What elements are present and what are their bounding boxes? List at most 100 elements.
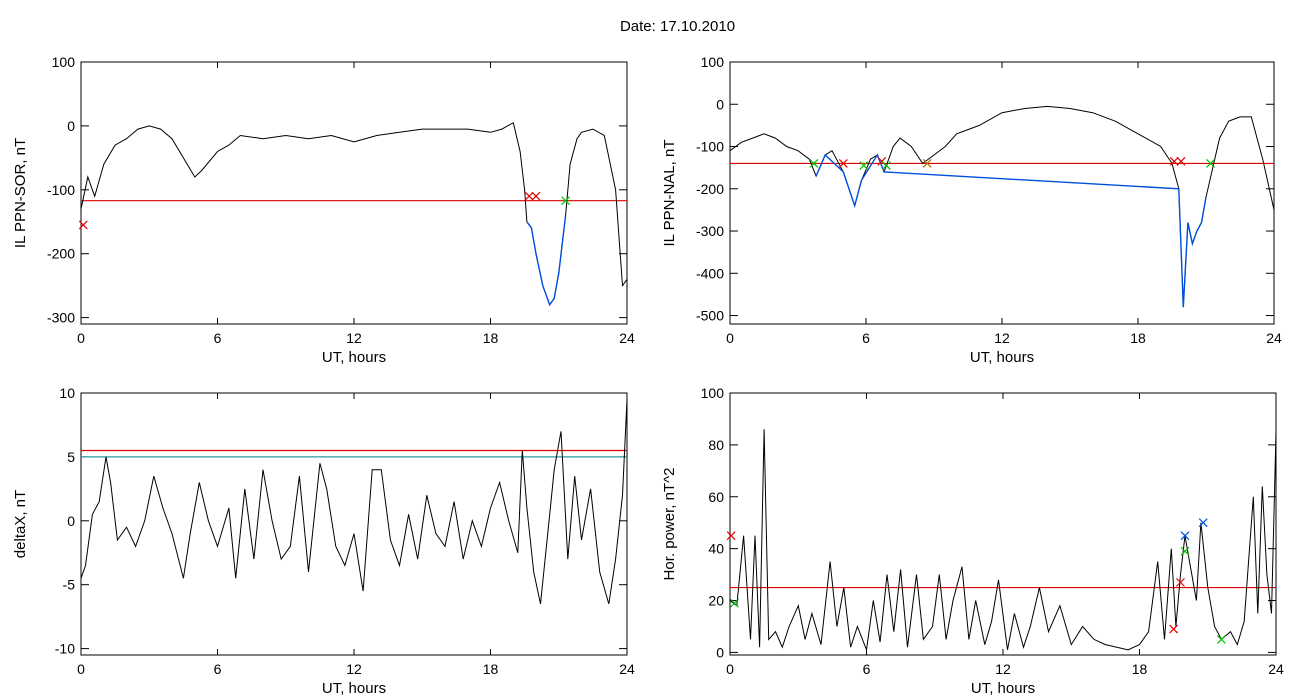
cross-marker-stroke — [1180, 531, 1190, 541]
x-tick-label: 6 — [862, 330, 870, 346]
cross-marker — [1169, 624, 1179, 634]
data-series-line — [729, 105, 1275, 308]
x-axis-label: UT, hours — [970, 349, 1034, 366]
x-axis-label: UT, hours — [322, 349, 386, 366]
cross-marker-stroke — [1180, 546, 1190, 556]
cross-marker — [78, 220, 88, 230]
x-tick-label: 18 — [1130, 330, 1146, 346]
x-tick-label: 0 — [726, 330, 734, 346]
cross-marker — [881, 161, 891, 170]
cross-marker — [730, 598, 739, 608]
y-tick-label: 100 — [52, 54, 76, 70]
x-tick-label: 12 — [994, 330, 1010, 346]
y-tick-label: 10 — [59, 385, 75, 401]
x-axis-label: UT, hours — [971, 680, 1035, 697]
y-axis-label: deltaX, nT — [12, 490, 29, 558]
y-tick-label: -200 — [696, 181, 724, 197]
cross-marker-stroke — [859, 161, 869, 170]
x-tick-label: 24 — [1266, 330, 1282, 346]
y-tick-label: 5 — [67, 449, 75, 465]
y-tick-label: 60 — [708, 489, 724, 505]
y-tick-label: 40 — [708, 541, 724, 557]
data-series-line — [729, 429, 1277, 652]
y-tick-label: -100 — [696, 139, 724, 155]
y-tick-label: 100 — [701, 54, 725, 70]
cross-marker — [726, 531, 736, 541]
y-tick-label: 20 — [708, 593, 724, 609]
x-tick-label: 12 — [346, 330, 362, 346]
x-tick-label: 24 — [619, 330, 635, 346]
chart-panel-2: 0 6 12 18 24 100 0 -100 -200 -300 -400 -500 UT, hour… — [661, 54, 1282, 366]
y-tick-label: -500 — [696, 308, 724, 324]
x-tick-label: 24 — [619, 661, 635, 677]
x-tick-label: 0 — [77, 661, 85, 677]
cross-marker-stroke — [561, 196, 570, 206]
cross-marker — [838, 158, 848, 168]
x-tick-label: 18 — [483, 661, 499, 677]
x-tick-label: 12 — [995, 661, 1011, 677]
y-tick-label: -300 — [696, 223, 724, 239]
page-title: Date: 17.10.2010 — [619, 18, 736, 35]
x-tick-label: 6 — [214, 330, 222, 346]
y-tick-label: 0 — [67, 118, 75, 134]
cross-marker-stroke — [838, 158, 848, 168]
cross-marker-stroke — [730, 598, 739, 608]
cross-marker-stroke — [1169, 624, 1179, 634]
x-tick-label: 0 — [77, 330, 85, 346]
y-tick-label: -200 — [47, 246, 75, 262]
chart-panel-3: 0 6 12 18 24 10 5 0 -5 -10 UT, hours deltaX, nT — [12, 385, 635, 697]
cross-marker-stroke — [877, 156, 887, 166]
y-tick-label: 0 — [67, 513, 75, 529]
y-tick-label: -5 — [63, 577, 76, 593]
x-tick-label: 6 — [863, 661, 871, 677]
x-tick-label: 18 — [1132, 661, 1148, 677]
cross-marker-stroke — [726, 531, 736, 541]
data-series-line — [80, 121, 628, 306]
cross-marker-stroke — [809, 158, 819, 168]
cross-marker-stroke — [1176, 156, 1186, 166]
y-axis-label: Hor. power, nT^2 — [661, 468, 678, 581]
data-series-line — [80, 399, 628, 605]
cross-marker — [859, 161, 869, 170]
cross-marker-stroke — [1198, 518, 1208, 528]
cross-marker — [1169, 156, 1179, 166]
cross-marker-stroke — [881, 161, 891, 170]
cross-marker — [1180, 546, 1190, 556]
cross-marker — [1176, 577, 1185, 587]
y-tick-label: 0 — [716, 644, 724, 660]
x-tick-label: 24 — [1268, 661, 1284, 677]
y-tick-label: 0 — [716, 96, 724, 112]
chart-panel-1: 0 6 12 18 24 100 0 -100 -200 -300 UT, hours IL PPN-… — [12, 54, 635, 366]
x-tick-label: 6 — [214, 661, 222, 677]
plot-frame — [80, 392, 628, 656]
y-tick-label: 100 — [701, 385, 725, 401]
y-tick-label: -100 — [47, 182, 75, 198]
cross-marker-stroke — [922, 158, 932, 168]
cross-marker-stroke — [1169, 156, 1179, 166]
cross-marker-stroke — [78, 220, 88, 230]
highlight-series-line — [526, 215, 567, 307]
cross-marker — [561, 196, 570, 206]
cross-marker — [524, 191, 534, 201]
x-tick-label: 12 — [346, 661, 362, 677]
x-axis-label: UT, hours — [322, 680, 386, 697]
x-tick-label: 0 — [726, 661, 734, 677]
highlight-series-line — [815, 153, 1207, 308]
cross-marker-stroke — [1176, 577, 1185, 587]
y-tick-label: -400 — [696, 265, 724, 281]
cross-marker-stroke — [1216, 635, 1226, 644]
plot-frame — [80, 61, 628, 325]
cross-marker — [922, 158, 932, 168]
cross-marker — [1176, 156, 1186, 166]
cross-marker — [809, 158, 819, 168]
cross-marker — [1206, 158, 1215, 168]
y-tick-label: -300 — [47, 310, 75, 326]
y-axis-label: IL PPN-NAL, nT — [661, 140, 678, 247]
cross-marker-stroke — [531, 191, 541, 201]
plot-frame — [729, 61, 1275, 325]
cross-marker — [1180, 531, 1190, 541]
cross-marker-stroke — [1206, 158, 1215, 168]
chart-panel-4: 0 6 12 18 24 100 80 60 40 20 0 UT, hours Hor. power,… — [661, 385, 1284, 697]
y-tick-label: 80 — [708, 437, 724, 453]
